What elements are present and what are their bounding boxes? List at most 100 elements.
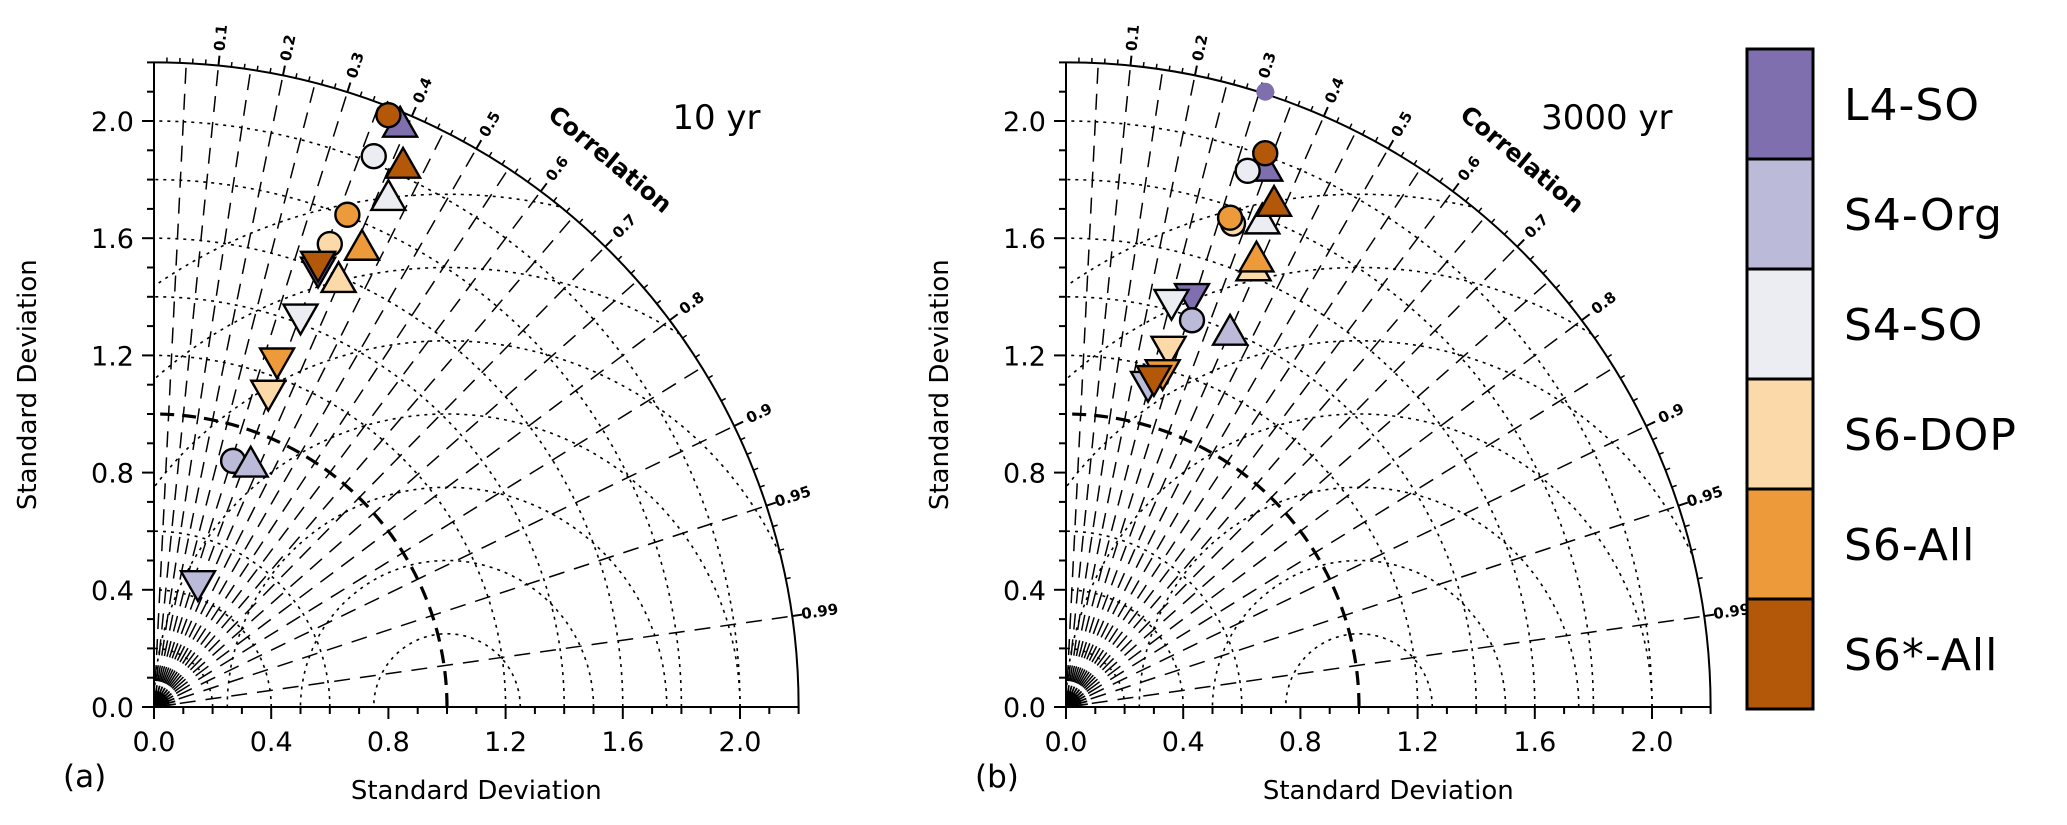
correlation-tick-label: 0.4 bbox=[1321, 75, 1348, 107]
correlation-line bbox=[1065, 115, 1325, 708]
x-tick-label: 0.4 bbox=[1162, 727, 1205, 758]
legend-swatch bbox=[1745, 267, 1815, 381]
correlation-line bbox=[1065, 216, 1486, 708]
correlation-minor-tick bbox=[1465, 196, 1470, 202]
correlation-minor-tick bbox=[682, 334, 688, 339]
correlation-minor-tick bbox=[449, 129, 454, 135]
y-axis-title: Standard Deviation bbox=[13, 259, 43, 510]
correlation-tick bbox=[346, 82, 352, 93]
x-axis-title: Standard Deviation bbox=[351, 776, 602, 806]
correlation-minor-tick bbox=[643, 284, 649, 289]
correlation-tick-label: 0.95 bbox=[1684, 482, 1725, 511]
correlation-minor-tick bbox=[1555, 284, 1561, 289]
legend-label: L4-SO bbox=[1844, 80, 1980, 131]
std-arc bbox=[153, 530, 331, 708]
rmsd-contour bbox=[153, 340, 781, 555]
rmsd-contour bbox=[1138, 486, 1580, 708]
correlation-line bbox=[1065, 246, 1518, 708]
correlation-line bbox=[1065, 168, 1422, 708]
correlation-minor-tick bbox=[720, 397, 727, 402]
correlation-minor-tick bbox=[1168, 65, 1171, 71]
correlation-minor-tick bbox=[1413, 159, 1418, 165]
rmsd-contour bbox=[153, 413, 741, 707]
correlation-minor-tick bbox=[1490, 218, 1496, 224]
correlation-line bbox=[153, 280, 638, 708]
correlation-line bbox=[1065, 615, 1705, 708]
data-point-s4-org-triangle-up bbox=[1211, 312, 1250, 346]
y-tick-label: 0.8 bbox=[1003, 459, 1046, 490]
correlation-line bbox=[1065, 69, 1164, 708]
correlation-minor-tick bbox=[1400, 151, 1405, 157]
correlation-minor-tick bbox=[372, 95, 376, 102]
correlation-line bbox=[153, 615, 793, 708]
correlation-minor-tick bbox=[1697, 576, 1703, 580]
correlation-line bbox=[153, 190, 542, 708]
data-point-s6-all-triangle-up bbox=[342, 227, 382, 261]
correlation-minor-tick bbox=[1619, 374, 1626, 379]
std-arc bbox=[1065, 589, 1184, 708]
correlation-minor-tick bbox=[243, 63, 246, 69]
outer-arc bbox=[153, 61, 800, 708]
x-tick-label: 0.0 bbox=[1045, 727, 1088, 758]
x-tick-label: 1.6 bbox=[1513, 727, 1556, 758]
correlation-line bbox=[153, 246, 606, 708]
x-tick-label: 1.6 bbox=[601, 727, 644, 758]
correlation-line bbox=[153, 319, 671, 708]
legend-swatch bbox=[1745, 597, 1815, 711]
data-point-s6-dop-triangle-down bbox=[249, 379, 288, 413]
rmsd-contour bbox=[1211, 559, 1507, 707]
correlation-tick-label: 0.5 bbox=[475, 108, 504, 140]
y-tick-label: 1.6 bbox=[1003, 224, 1046, 255]
correlation-minor-tick bbox=[256, 65, 259, 71]
y-tick-label: 2.0 bbox=[1003, 107, 1046, 138]
data-point-s6-all-circle bbox=[334, 201, 361, 228]
correlation-minor-tick bbox=[785, 576, 791, 580]
correlation-minor-tick bbox=[1348, 123, 1353, 129]
correlation-minor-tick bbox=[759, 484, 765, 488]
data-point-s6-dop-triangle-down bbox=[1149, 335, 1188, 369]
correlation-line bbox=[153, 505, 767, 708]
correlation-line bbox=[1065, 131, 1357, 708]
correlation-line bbox=[1065, 366, 1615, 708]
correlation-minor-tick bbox=[656, 299, 662, 305]
correlation-line bbox=[153, 63, 187, 708]
reference-std-arc bbox=[153, 412, 449, 708]
correlation-line bbox=[1065, 91, 1261, 708]
correlation-tick-label: 0.9 bbox=[1655, 399, 1687, 427]
y-tick-label: 0.8 bbox=[91, 459, 134, 490]
correlation-minor-tick bbox=[779, 548, 785, 552]
correlation-minor-tick bbox=[1594, 334, 1600, 339]
correlation-tick bbox=[475, 139, 483, 150]
y-tick-label: 2.0 bbox=[91, 107, 134, 138]
correlation-line bbox=[1065, 425, 1647, 708]
legend-label: S4-Org bbox=[1844, 190, 2003, 241]
correlation-minor-tick bbox=[333, 83, 337, 89]
correlation-tick bbox=[1645, 420, 1656, 427]
rmsd-contour bbox=[373, 633, 522, 708]
correlation-line bbox=[1065, 75, 1196, 708]
correlation-minor-tick bbox=[772, 524, 778, 528]
correlation-minor-tick bbox=[462, 136, 467, 142]
x-tick-label: 1.2 bbox=[484, 727, 527, 758]
y-tick-label: 0.0 bbox=[91, 693, 134, 724]
data-point-s4-org-triangle-down bbox=[178, 569, 218, 604]
correlation-minor-tick bbox=[792, 614, 798, 617]
correlation-tick-label: 0.9 bbox=[743, 399, 775, 427]
correlation-tick-label: 0.3 bbox=[1255, 50, 1280, 81]
correlation-minor-tick bbox=[1232, 79, 1236, 85]
correlation-minor-tick bbox=[740, 436, 746, 441]
correlation-minor-tick bbox=[1142, 62, 1145, 68]
correlation-minor-tick bbox=[746, 451, 752, 456]
data-point-s6-all-circle bbox=[1216, 204, 1244, 231]
correlation-tick bbox=[1451, 182, 1460, 192]
correlation-minor-tick bbox=[1477, 207, 1483, 213]
rmsd-contour bbox=[1067, 193, 1472, 286]
y-tick-label: 0.4 bbox=[91, 576, 134, 607]
correlation-tick bbox=[1129, 55, 1133, 66]
correlation-line bbox=[153, 168, 510, 708]
correlation-minor-tick bbox=[1691, 548, 1697, 552]
correlation-tick-label: 0.2 bbox=[1189, 33, 1212, 63]
std-arc bbox=[153, 354, 507, 708]
correlation-minor-tick bbox=[1568, 299, 1574, 305]
y-tick-label: 1.6 bbox=[91, 224, 134, 255]
